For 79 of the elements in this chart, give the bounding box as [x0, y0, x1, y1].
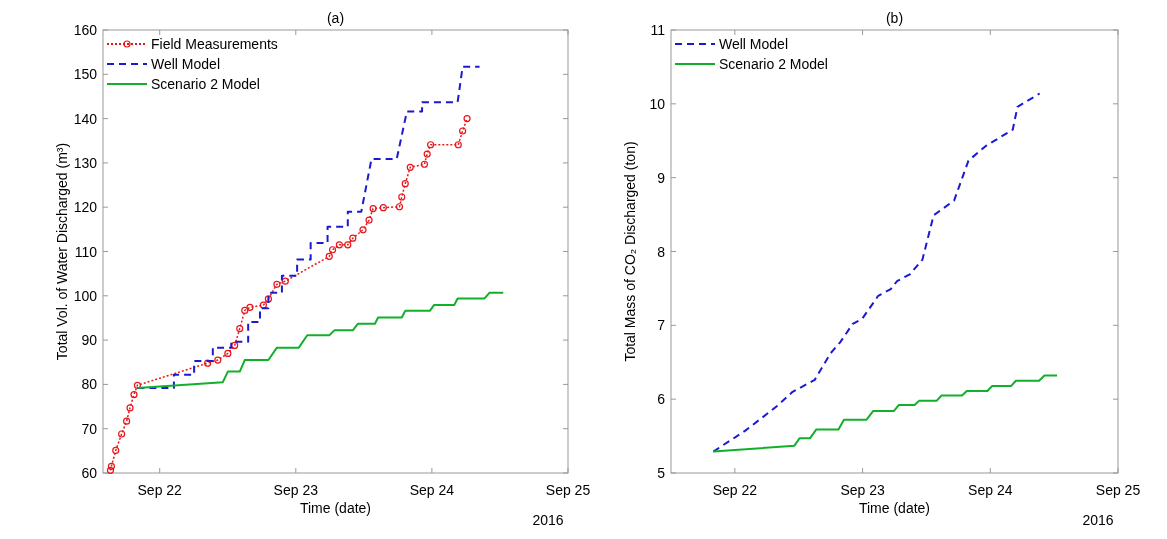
y-tick-label: 110: [74, 243, 98, 260]
point: [423, 150, 431, 158]
y-tick-label: 60: [81, 465, 98, 481]
y-tick-label: 9: [657, 169, 666, 186]
x-tick-label: Sep 25: [1095, 482, 1141, 498]
point: [359, 226, 367, 234]
point: [328, 246, 337, 254]
text: 2016: [1082, 512, 1114, 528]
y-axis-title: Total Vol. of Water Discharged (m³): [54, 142, 70, 361]
point: [459, 127, 467, 135]
x-tick-label: Sep 24: [409, 482, 455, 498]
legend-label: Well Model: [151, 56, 220, 72]
point: [231, 341, 239, 350]
x-tick-label: Sep 23: [840, 482, 885, 498]
point: [395, 203, 404, 211]
point: [204, 359, 212, 367]
x-tick-label: Sep 23: [273, 482, 319, 498]
line-series: [712, 374, 1059, 453]
point: [241, 306, 249, 315]
point: [118, 430, 126, 438]
x-tick-label: Sep 25: [545, 482, 591, 498]
x-tick-label: Sep 22: [137, 482, 183, 498]
point: [426, 141, 435, 149]
y-tick-label: 8: [657, 243, 666, 260]
point: [281, 277, 289, 285]
y-tick-label: 120: [73, 199, 98, 216]
point: [224, 349, 232, 357]
y-tick-label: 6: [657, 391, 666, 408]
point: [259, 301, 267, 309]
line-series: [712, 92, 1041, 453]
legend-label: Field Measurements: [151, 36, 278, 52]
point: [133, 381, 141, 389]
point: [398, 193, 406, 201]
y-tick-label: 160: [73, 22, 98, 38]
point: [365, 216, 373, 224]
point: [406, 163, 414, 171]
point: [273, 280, 281, 288]
point: [112, 446, 120, 455]
point: [126, 404, 134, 412]
point: [264, 295, 272, 303]
point: [401, 180, 409, 188]
point: [106, 466, 115, 474]
chart-title: (a): [326, 10, 345, 26]
legend-label: Well Model: [719, 36, 788, 52]
y-tick-label: 10: [649, 95, 666, 112]
y-tick-label: 100: [73, 287, 98, 304]
point: [214, 356, 222, 364]
point: [130, 390, 138, 399]
point: [325, 252, 333, 260]
point: [335, 241, 343, 249]
point: [123, 417, 131, 425]
x-axis-title: Time (date): [299, 500, 372, 516]
y-tick-label: 90: [81, 332, 98, 349]
point: [344, 241, 352, 249]
legend-label: Scenario 2 Model: [151, 76, 260, 92]
point: [379, 204, 387, 212]
y-axis-title: Total Mass of CO₂ Discharged (ton): [622, 141, 638, 362]
point: [236, 324, 244, 333]
text: 2016: [532, 512, 564, 528]
y-tick-label: 140: [73, 110, 98, 127]
y-tick-label: 80: [81, 376, 98, 393]
point: [246, 303, 254, 311]
y-tick-label: 70: [81, 420, 98, 437]
chart-title: (b): [885, 10, 904, 26]
point: [369, 204, 377, 213]
point: [463, 115, 471, 123]
x-axis-title: Time (date): [858, 500, 931, 516]
y-tick-label: 130: [73, 154, 98, 171]
point: [107, 462, 116, 470]
point: [349, 234, 357, 242]
x-tick-label: Sep 22: [712, 482, 758, 498]
point: [454, 141, 462, 149]
legend-label: Scenario 2 Model: [719, 56, 828, 72]
point: [420, 160, 429, 168]
y-tick-label: 5: [657, 465, 666, 481]
y-tick-label: 11: [650, 22, 666, 38]
x-tick-label: Sep 24: [968, 482, 1013, 498]
y-tick-label: 150: [73, 66, 98, 83]
y-tick-label: 7: [657, 317, 666, 334]
